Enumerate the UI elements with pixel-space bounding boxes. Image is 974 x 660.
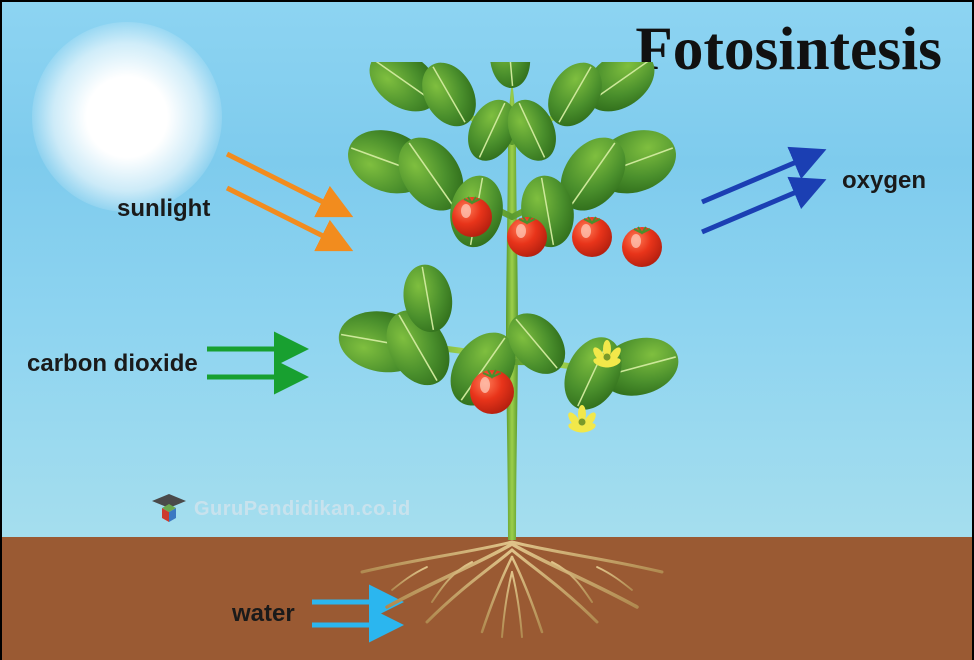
arrows-sunlight: [227, 154, 347, 248]
diagram-canvas: Fotosintesis GuruPendidikan.co.id sunlig…: [0, 0, 974, 660]
plant: [332, 62, 692, 622]
arrows-oxygen: [702, 152, 820, 232]
plant-stem: [506, 80, 518, 540]
plant-roots: [362, 538, 662, 637]
arrows-carbon-dioxide: [207, 349, 302, 377]
